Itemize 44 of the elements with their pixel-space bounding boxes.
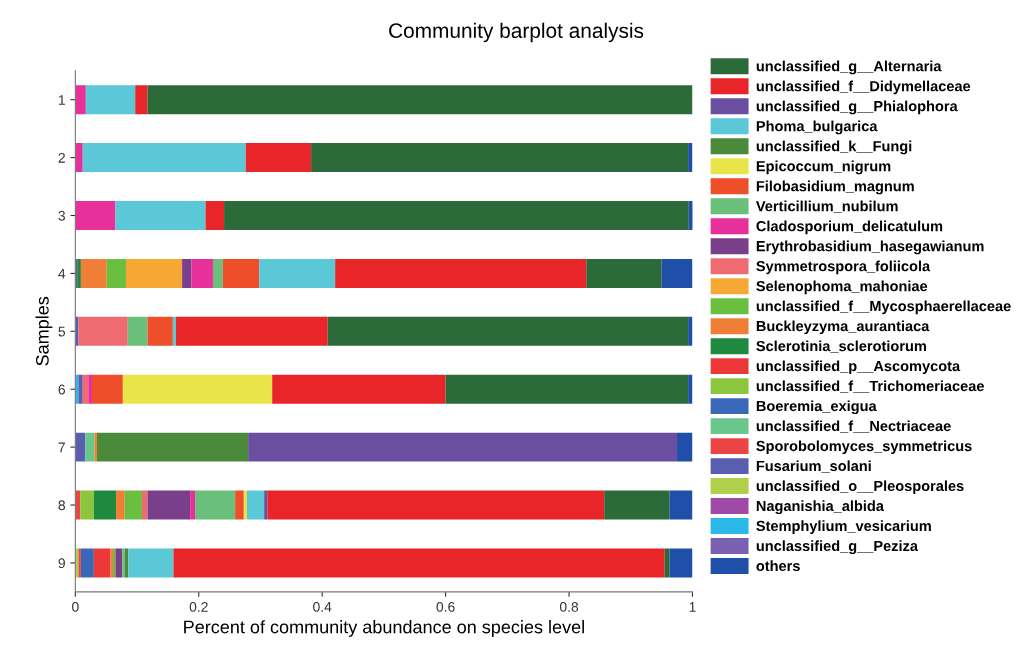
chart-title: Community barplot analysis bbox=[389, 22, 644, 43]
legend-label: Stemphylium_vesicarium bbox=[756, 520, 931, 534]
legend-label: Boeremia_exigua bbox=[756, 400, 877, 415]
legend-label: unclassified_f__Mycosphaerellaceae bbox=[756, 300, 1011, 315]
legend-label: unclassified_o__Pleosporales bbox=[756, 480, 964, 494]
legend-label: Symmetrospora_foliicola bbox=[756, 260, 931, 275]
x-tick-label: 0 bbox=[72, 601, 79, 612]
legend-label: unclassified_g__Phialophora bbox=[756, 100, 958, 115]
y-tick-label: 6 bbox=[58, 384, 65, 395]
legend-label: others bbox=[756, 560, 800, 572]
x-tick-label: 0.8 bbox=[559, 601, 579, 612]
y-tick-label: 2 bbox=[58, 152, 65, 163]
y-tick-label: 4 bbox=[58, 268, 66, 279]
legend-label: unclassified_k__Fungi bbox=[756, 140, 912, 155]
legend-label: Verticillium_nubilum bbox=[755, 200, 898, 213]
legend-label: unclassified_g__Alternaria bbox=[756, 60, 942, 75]
y-tick-label: 3 bbox=[58, 210, 65, 221]
legend-label: unclassified_f__Nectriaceae bbox=[756, 420, 951, 433]
legend-label: unclassified_p__Ascomycota bbox=[756, 360, 961, 375]
x-tick-label: 1 bbox=[689, 602, 696, 612]
legend-label: Naganishia_albida bbox=[756, 500, 884, 515]
legend-label: Buckleyzyma_aurantiaca bbox=[756, 320, 930, 335]
x-tick-label: 0.2 bbox=[189, 601, 208, 612]
legend-label: Epicoccum_nigrum bbox=[756, 160, 891, 175]
y-tick-label: 7 bbox=[58, 442, 65, 453]
y-tick-label: 9 bbox=[58, 558, 65, 569]
legend-label: Erythrobasidium_hasegawianum bbox=[756, 240, 984, 255]
legend-label: unclassified_f__Didymellaceae bbox=[756, 80, 971, 95]
x-tick-label: 0.6 bbox=[436, 601, 455, 612]
legend-label: Sclerotinia_sclerotiorum bbox=[756, 340, 926, 353]
y-tick-label: 8 bbox=[58, 500, 66, 511]
legend-label: Fusarium_solani bbox=[756, 460, 871, 473]
legend-label: Phoma_bulgarica bbox=[756, 120, 878, 135]
legend-label: unclassified_f__Trichomeriaceae bbox=[756, 380, 984, 393]
legend-label: Cladosporium_delicatulum bbox=[756, 220, 943, 235]
legend-label: Selenophoma_mahoniae bbox=[756, 280, 928, 295]
x-axis-title: Percent of community abundance on species level bbox=[184, 620, 584, 637]
y-axis-title: Samples bbox=[35, 296, 53, 366]
y-tick-label: 5 bbox=[58, 326, 66, 337]
legend-label: unclassified_g__Peziza bbox=[756, 540, 919, 554]
legend-label: Sporobolomyces_symmetricus bbox=[756, 440, 972, 455]
x-tick-label: 0.4 bbox=[313, 601, 332, 612]
y-tick-label: 1 bbox=[58, 95, 65, 105]
legend-label: Filobasidium_magnum bbox=[756, 180, 914, 195]
